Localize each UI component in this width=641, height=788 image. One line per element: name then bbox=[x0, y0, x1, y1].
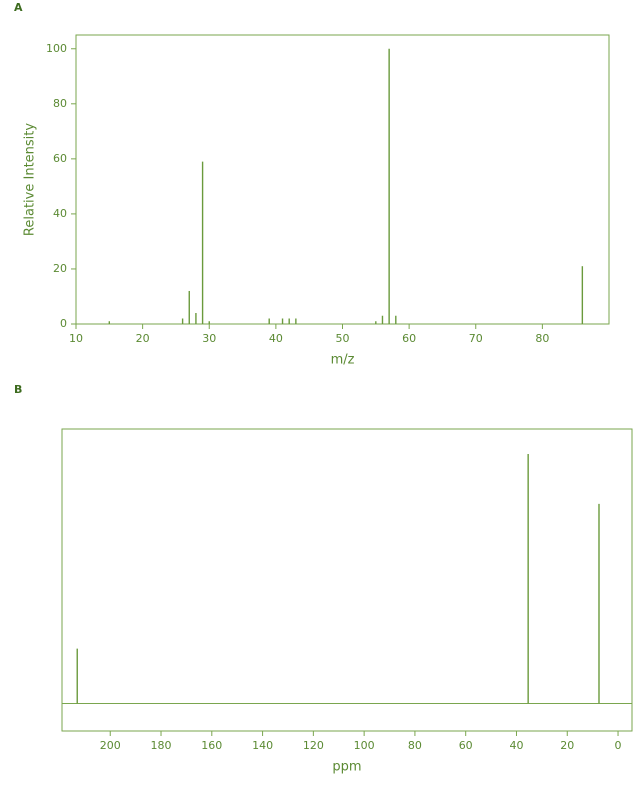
x-tick-label: 80 bbox=[535, 332, 549, 345]
x-tick-label: 30 bbox=[202, 332, 216, 345]
y-tick-label: 100 bbox=[46, 42, 67, 55]
x-tick-label: 140 bbox=[252, 739, 273, 752]
y-tick-label: 60 bbox=[53, 152, 67, 165]
x-tick-label: 60 bbox=[459, 739, 473, 752]
x-tick-label: 120 bbox=[303, 739, 324, 752]
x-tick-label: 80 bbox=[408, 739, 422, 752]
x-tick-label: 40 bbox=[269, 332, 283, 345]
x-tick-label: 10 bbox=[69, 332, 83, 345]
x-tick-label: 20 bbox=[136, 332, 150, 345]
x-tick-label: 200 bbox=[100, 739, 121, 752]
panel-label: A bbox=[14, 1, 23, 14]
x-tick-label: 160 bbox=[201, 739, 222, 752]
x-tick-label: 0 bbox=[615, 739, 622, 752]
y-tick-label: 0 bbox=[60, 317, 67, 330]
x-tick-label: 40 bbox=[509, 739, 523, 752]
plot-frame bbox=[75, 34, 610, 325]
x-tick-label: 180 bbox=[151, 739, 172, 752]
y-axis-label: Relative Intensity bbox=[23, 123, 38, 236]
x-tick-label: 100 bbox=[354, 739, 375, 752]
x-tick-label: 20 bbox=[560, 739, 574, 752]
y-tick-label: 20 bbox=[53, 262, 67, 275]
plot-frame bbox=[61, 428, 633, 732]
x-tick-label: 70 bbox=[469, 332, 483, 345]
x-axis-label: m/z bbox=[331, 353, 355, 368]
y-tick-label: 80 bbox=[53, 97, 67, 110]
x-axis-label: ppm bbox=[332, 760, 361, 775]
panel-label: B bbox=[14, 383, 22, 396]
x-tick-label: 50 bbox=[336, 332, 350, 345]
y-tick-label: 40 bbox=[53, 207, 67, 220]
x-tick-label: 60 bbox=[402, 332, 416, 345]
